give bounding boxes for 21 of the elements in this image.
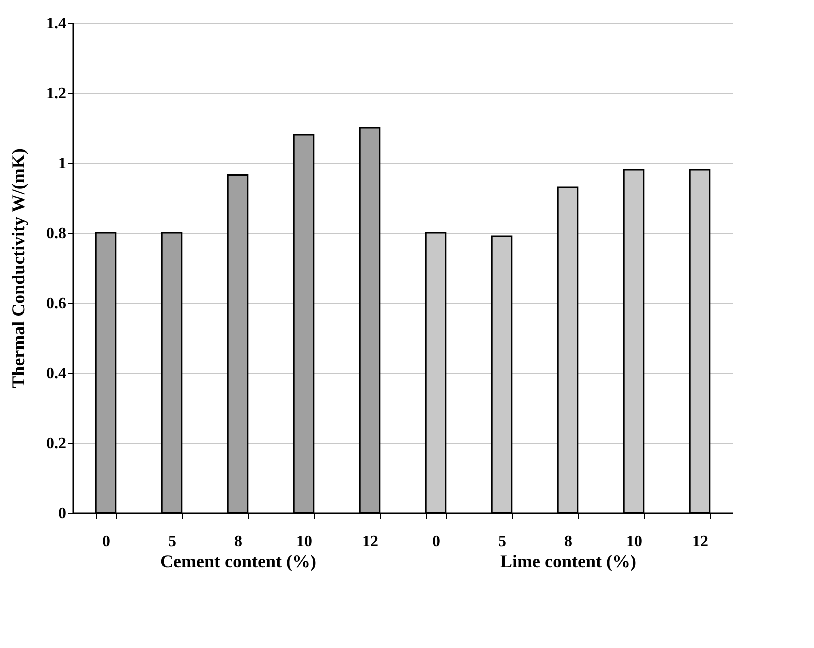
x-tick-label: 8 [564,534,572,550]
y-tick-label: 0.6 [46,296,66,312]
x-axis-title: Cement content (%) [160,552,316,572]
x-tick-label: 5 [168,534,176,550]
y-tick-label: 1.2 [46,86,66,102]
y-tick-label: 1 [58,156,66,172]
y-tick-label: 0 [58,506,66,522]
y-tick-label: 0.4 [46,366,66,382]
x-tick-label: 10 [296,534,312,550]
y-tick-label: 0.8 [46,226,66,242]
x-tick-label: 8 [234,534,242,550]
y-tick-label: 1.4 [46,16,66,32]
y-axis-title: Thermal Conductivity W/(mK) [8,148,28,388]
x-axis-title: Lime content (%) [500,552,636,572]
y-tick-label: 0.2 [46,436,66,452]
x-tick-label: 5 [498,534,506,550]
x-tick-label: 0 [102,534,110,550]
x-tick-label: 10 [626,534,642,550]
x-tick-label: 0 [432,534,440,550]
x-tick-label: 12 [362,534,378,550]
x-tick-label: 12 [692,534,708,550]
